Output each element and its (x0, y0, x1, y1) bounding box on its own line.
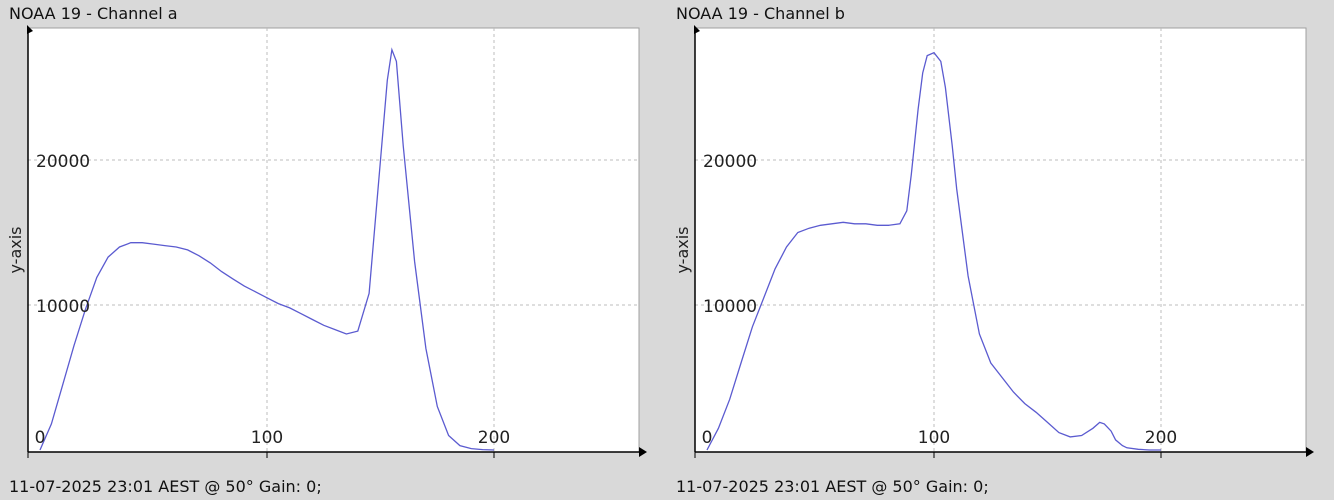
y-axis-arrow (694, 25, 700, 34)
series-line (706, 51, 1161, 451)
chart-channel-a: 0 100 200 10000 20000 y-axis (6, 25, 647, 458)
y-tick-label: 10000 (36, 297, 90, 317)
x-tick-label: 100 (251, 428, 283, 448)
chart-channel-b: 0 100 200 10000 20000 y-axis (673, 25, 1314, 458)
series-line (39, 47, 495, 451)
y-axis-title: y-axis (6, 226, 25, 273)
x-tick-label: 0 (702, 428, 713, 448)
status-footer: 11-07-2025 23:01 AEST @ 50° Gain: 0; (9, 477, 322, 496)
y-tick-label: 20000 (36, 152, 90, 172)
y-axis-arrow (27, 25, 33, 34)
x-tick-label: 200 (478, 428, 510, 448)
x-tick-label: 100 (918, 428, 950, 448)
panel-channel-b: NOAA 19 - Channel b 0 100 200 10000 20000 y-a… (667, 0, 1334, 500)
plot-area (694, 27, 1307, 453)
y-tick-label: 20000 (703, 152, 757, 172)
x-axis-arrow (639, 447, 647, 457)
y-tick-label: 10000 (703, 297, 757, 317)
chart-title: NOAA 19 - Channel a (9, 4, 178, 23)
x-tick-label: 200 (1145, 428, 1177, 448)
chart-title: NOAA 19 - Channel b (676, 4, 845, 23)
panel-channel-a: NOAA 19 - Channel a 0 100 200 10000 20000 y-a… (6, 4, 647, 496)
status-footer: 11-07-2025 23:01 AEST @ 50° Gain: 0; (676, 477, 989, 496)
x-axis-arrow (1306, 447, 1314, 457)
x-tick-label: 0 (35, 428, 46, 448)
y-axis-title: y-axis (673, 226, 692, 273)
plot-area (27, 27, 640, 453)
